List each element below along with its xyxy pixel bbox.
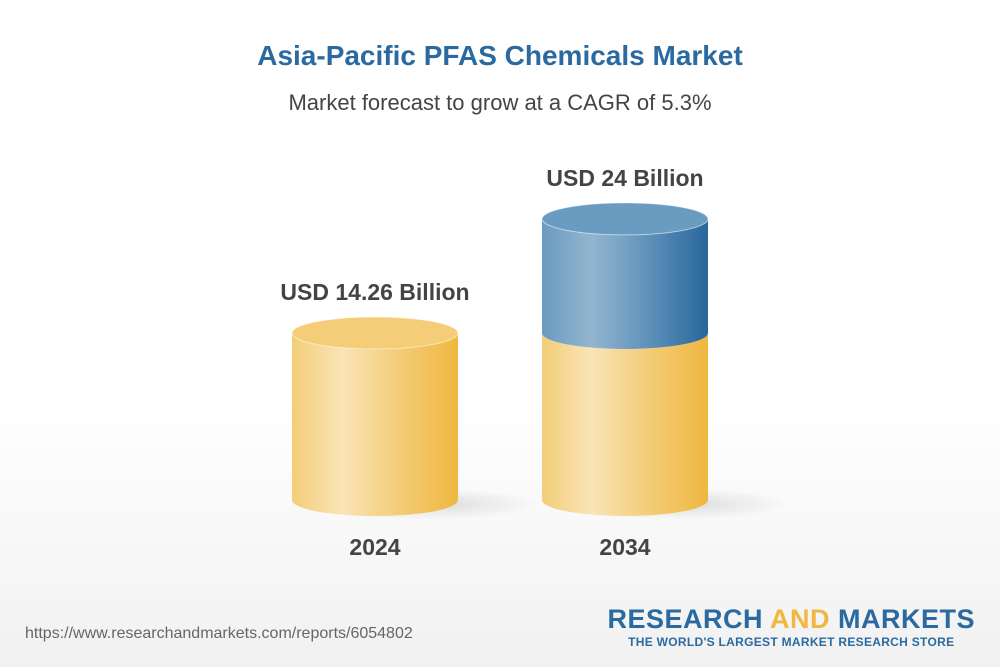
cylinder-chart: USD 14.26 Billion USD 24 Billion 2024 20… (280, 165, 790, 560)
logo-word-1: RESEARCH (607, 604, 770, 634)
report-url[interactable]: https://www.researchandmarkets.com/repor… (25, 625, 413, 642)
research-and-markets-logo: RESEARCH AND MARKETS THE WORLD'S LARGEST… (607, 605, 975, 649)
chart-title: Asia-Pacific PFAS Chemicals Market (257, 40, 743, 71)
logo-word-3: MARKETS (830, 604, 975, 634)
cylinder-top-2034 (541, 202, 709, 236)
value-label-2034: USD 24 Billion (546, 165, 703, 191)
cylinder-base-2024 (292, 333, 458, 516)
cylinder-growth-2034 (542, 218, 708, 349)
category-label-2024: 2024 (349, 534, 400, 560)
logo-tagline: THE WORLD'S LARGEST MARKET RESEARCH STOR… (628, 635, 955, 649)
cylinder-top-2024 (291, 316, 459, 350)
category-label-2034: 2034 (599, 534, 650, 560)
value-label-2024: USD 14.26 Billion (280, 279, 469, 305)
chart-subtitle: Market forecast to grow at a CAGR of 5.3… (288, 90, 712, 115)
cylinder-base-2034 (542, 333, 708, 516)
logo-word-2: AND (770, 604, 830, 634)
